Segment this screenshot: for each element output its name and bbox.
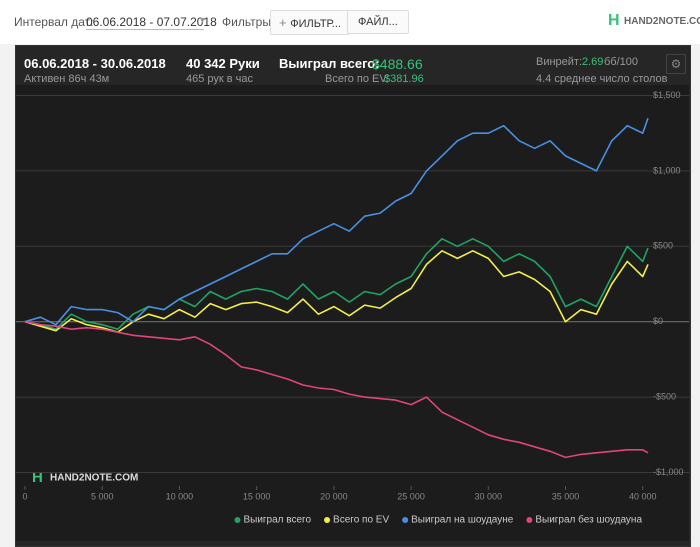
- date-range[interactable]: 06.06.2018 - 07.07.2018: [86, 15, 217, 30]
- x-tick-label: 30 000: [475, 491, 503, 501]
- tables: 4.4 среднее число столов: [536, 73, 668, 85]
- y-tick-label: $1,500: [653, 90, 681, 100]
- settings-button[interactable]: ⚙: [666, 54, 686, 74]
- y-tick-label: $0: [653, 316, 663, 326]
- legend-label: Выиграл всего: [243, 515, 311, 526]
- legend-marker: [234, 517, 241, 523]
- x-tick-label: 15 000: [243, 491, 271, 501]
- toolbar: Интервал дат: 06.06.2018 - 07.07.2018 ▼ …: [0, 0, 700, 44]
- series-line: [24, 250, 649, 333]
- y-tick-label: -$500: [653, 391, 676, 401]
- series-line: [24, 238, 649, 330]
- x-tick-label: 35 000: [552, 491, 580, 501]
- y-tick-label: $500: [653, 241, 673, 251]
- logo-icon: H: [608, 12, 620, 29]
- series-line: [24, 117, 649, 326]
- file-button[interactable]: ФАЙЛ...: [347, 10, 409, 34]
- ev-value: $381.96: [384, 73, 424, 85]
- watermark: HAND2NOTE.COM: [50, 473, 138, 484]
- y-tick-label: -$1,000: [653, 467, 684, 477]
- winrate-unit: бб/100: [604, 56, 639, 68]
- won-value: $488.66: [372, 56, 423, 72]
- x-tick-label: 0: [22, 491, 27, 501]
- legend-marker: [324, 517, 331, 523]
- legend-marker: [402, 517, 409, 523]
- active-time: Активен 86ч 43м: [24, 73, 110, 85]
- legend-label: Выиграл на шоудауне: [411, 515, 514, 526]
- logo[interactable]: HAND2NOTE.COM: [624, 16, 700, 27]
- legend-label: Выиграл без шоудауна: [535, 514, 642, 526]
- hands: 40 342 Руки: [186, 56, 260, 71]
- x-tick-label: 10 000: [166, 491, 194, 501]
- date-label: Интервал дат:: [14, 15, 94, 29]
- legend-label: Всего по EV: [333, 515, 389, 526]
- winrate-value: 2.69: [582, 56, 604, 68]
- filter-button-text: ФИЛЬТР...: [290, 18, 341, 30]
- watermark-icon: H: [32, 469, 43, 486]
- x-tick-label: 5 000: [91, 491, 114, 501]
- filters-label: Фильтры:: [222, 15, 275, 29]
- filter-button[interactable]: + ФИЛЬТР...: [270, 10, 350, 35]
- won-label: Выиграл всего:: [279, 56, 380, 71]
- winrate-label: Винрейт:: [536, 56, 583, 68]
- x-tick-label: 20 000: [320, 491, 348, 501]
- series-line: [24, 320, 649, 459]
- period: 06.06.2018 - 30.06.2018: [24, 56, 166, 71]
- x-tick-label: 40 000: [629, 491, 657, 501]
- hands-per-hour: 465 рук в час: [186, 73, 254, 85]
- ev-label: Всего по EV:: [325, 73, 390, 85]
- y-tick-label: $1,000: [653, 165, 681, 175]
- x-tick-label: 25 000: [397, 491, 425, 501]
- legend-marker: [526, 517, 533, 523]
- dropdown-arrow[interactable]: ▼: [198, 15, 207, 25]
